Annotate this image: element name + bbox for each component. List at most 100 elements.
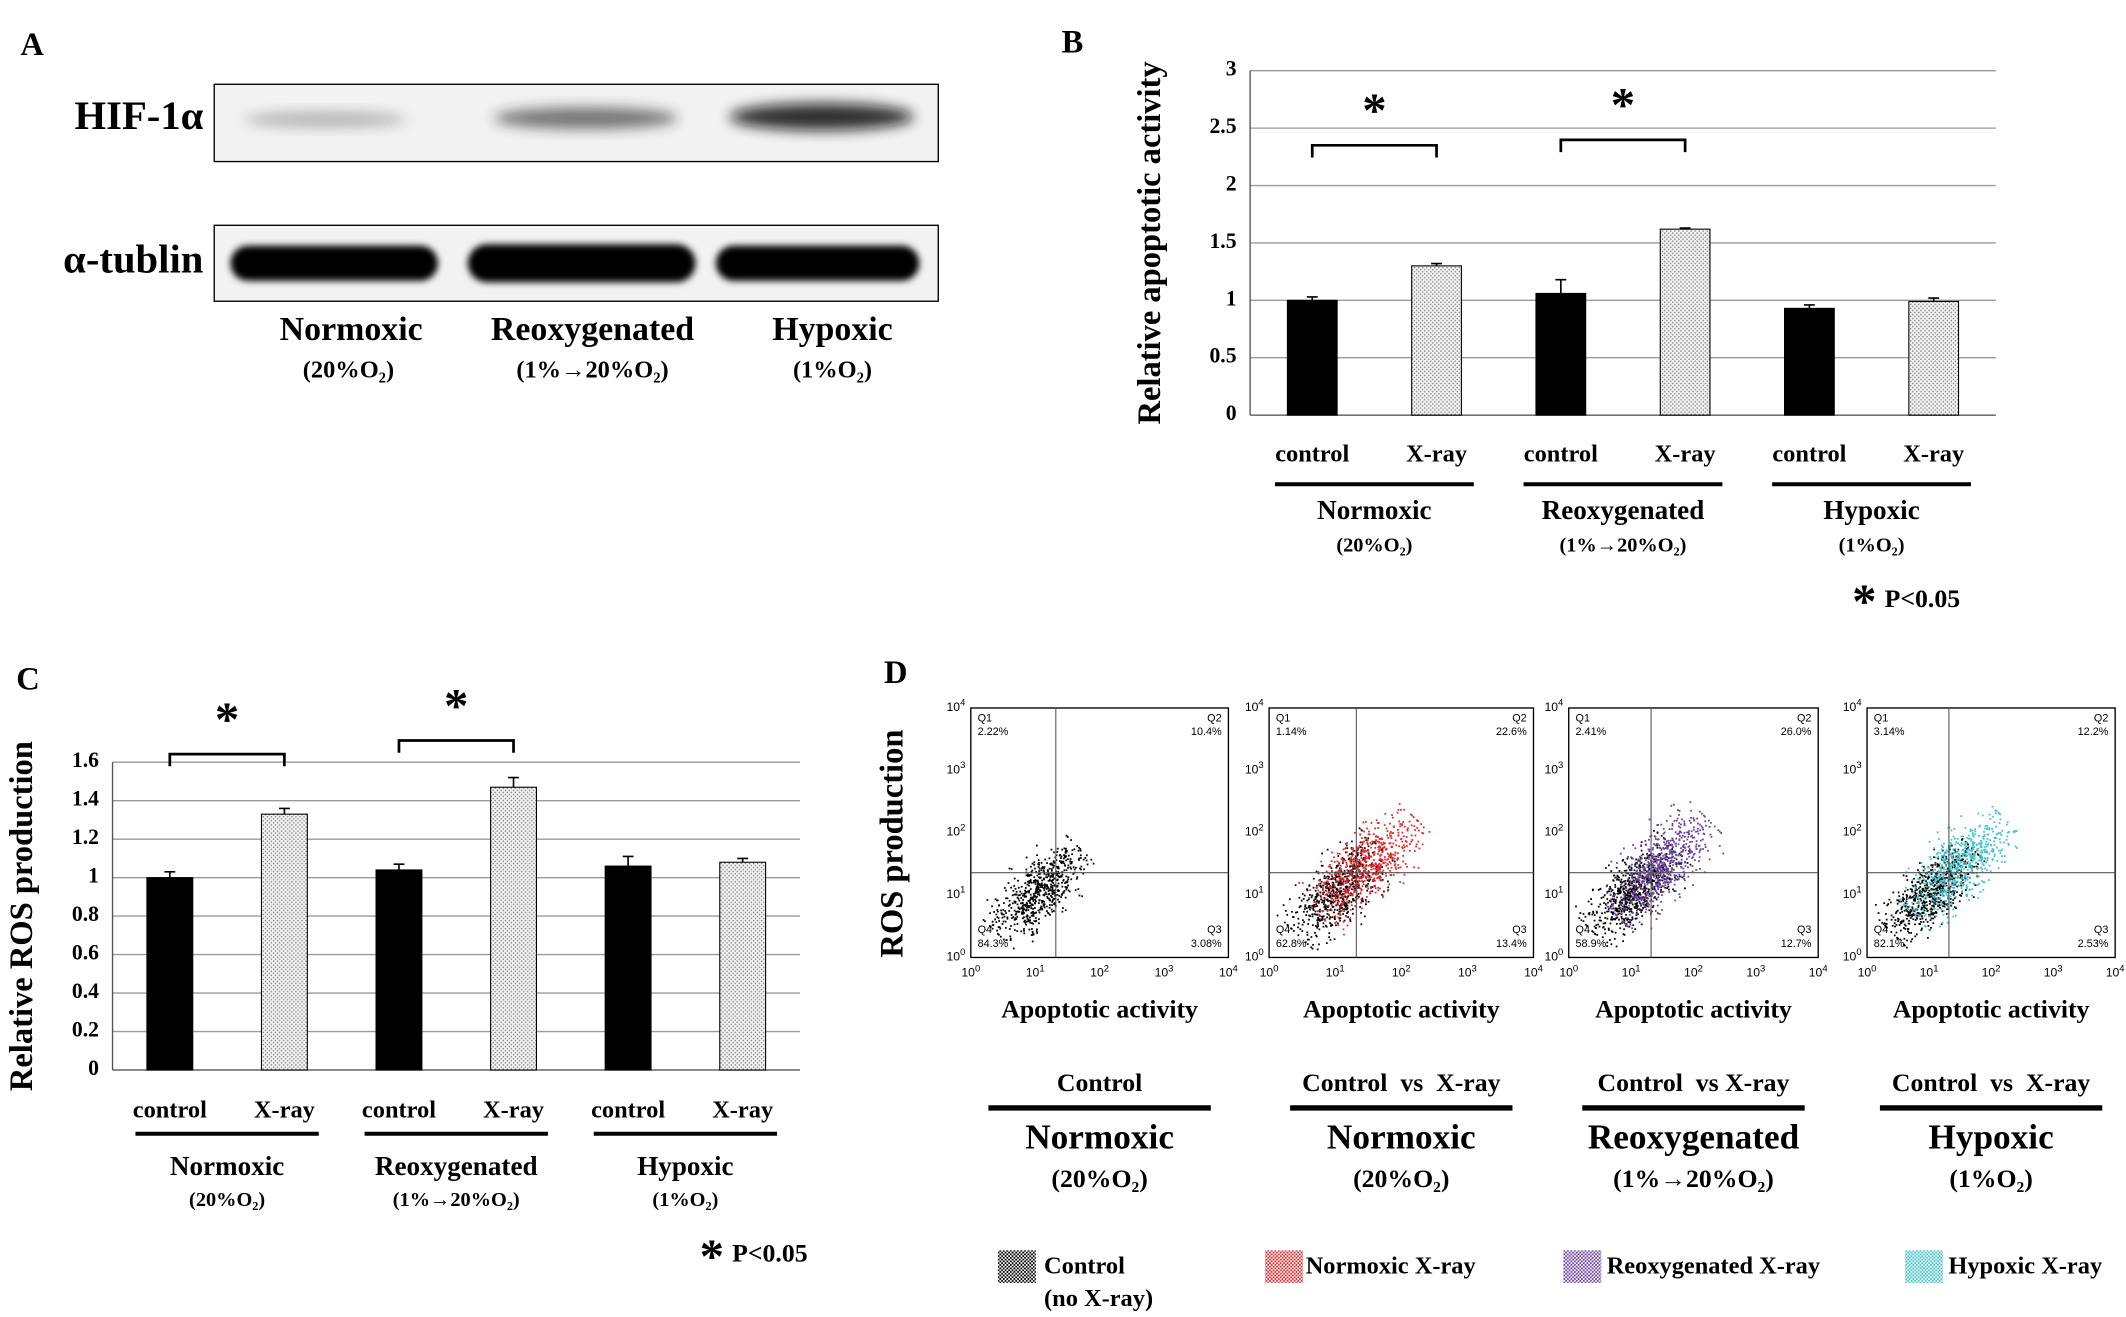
- cell-dot: [1657, 856, 1660, 859]
- cell-dot: [1297, 922, 1300, 925]
- cell-dot: [1931, 884, 1934, 887]
- cell-dot: [1421, 843, 1424, 846]
- cell-dot: [1633, 881, 1635, 884]
- cell-dot: [1660, 823, 1663, 826]
- cell-dot: [1909, 911, 1912, 914]
- cell-dot: [1667, 876, 1670, 879]
- cell-dot: [1361, 829, 1363, 832]
- cell-dot: [1624, 917, 1627, 920]
- cell-dot: [1981, 871, 1984, 873]
- cell-dot: [1623, 869, 1626, 872]
- cell-dot: [1967, 837, 1970, 840]
- tick-base: 10: [1858, 966, 1872, 980]
- cell-dot: [1633, 884, 1636, 887]
- cell-dot: [1034, 890, 1037, 893]
- cell-dot: [1925, 901, 1928, 903]
- cell-dot: [1321, 909, 1324, 912]
- cell-dot: [1684, 849, 1687, 852]
- cell-dot: [1960, 884, 1963, 887]
- cell-dot: [1919, 890, 1921, 892]
- cell-dot: [1983, 831, 1985, 833]
- quadrant-percent: 84.3%: [978, 938, 1009, 950]
- cell-dot: [1708, 825, 1711, 828]
- cell-dot: [1382, 896, 1384, 898]
- cell-dot: [1037, 883, 1039, 885]
- cell-dot: [1410, 840, 1413, 843]
- cell-dot: [1328, 917, 1331, 920]
- legend-note: (no X-ray): [1044, 1285, 1153, 1312]
- cell-dot: [1989, 870, 1992, 873]
- cell-dot: [1318, 900, 1320, 903]
- cell-dot: [1645, 859, 1647, 861]
- cell-dot: [1367, 882, 1370, 885]
- cell-dot: [1648, 903, 1650, 906]
- cell-dot: [1975, 861, 1978, 864]
- cell-dot: [1684, 887, 1686, 890]
- cell-dot: [1648, 848, 1651, 851]
- cell-dot: [1666, 869, 1669, 872]
- cell-dot: [1644, 884, 1647, 887]
- cell-dot: [1620, 902, 1622, 905]
- cell-dot: [1943, 859, 1945, 862]
- cell-dot: [1922, 901, 1925, 904]
- cell-dot: [1945, 900, 1948, 902]
- cell-dot: [1330, 897, 1333, 899]
- cell-dot: [1369, 878, 1372, 881]
- cell-dot: [1348, 872, 1351, 875]
- cell-dot: [1352, 850, 1355, 853]
- cell-dot: [1898, 895, 1901, 898]
- cell-dot: [1389, 856, 1392, 859]
- cell-dot: [1349, 909, 1352, 911]
- cell-dot: [1930, 889, 1933, 892]
- cell-dot: [1956, 880, 1959, 883]
- cell-dot: [1377, 848, 1380, 851]
- cell-dot: [1914, 914, 1917, 917]
- cell-dot: [1362, 874, 1365, 877]
- cell-dot: [1055, 854, 1058, 857]
- cell-dot: [1948, 865, 1951, 868]
- cell-dot: [1364, 850, 1367, 853]
- cell-dot: [1920, 874, 1923, 877]
- tick-base: 10: [947, 763, 961, 777]
- cell-dot: [1695, 845, 1697, 848]
- cell-dot: [1054, 893, 1057, 895]
- cell-dot: [1924, 884, 1926, 887]
- quadrant-percent: 82.1%: [1874, 938, 1905, 950]
- cell-dot: [1052, 897, 1055, 900]
- cell-dot: [1383, 856, 1386, 858]
- cell-dot: [1374, 840, 1377, 843]
- cell-dot: [1386, 830, 1389, 833]
- cell-dot: [1643, 898, 1646, 901]
- cell-dot: [1334, 922, 1337, 924]
- cell-dot: [2008, 831, 2011, 833]
- cell-dot: [1665, 840, 1668, 843]
- cell-dot: [1385, 864, 1388, 867]
- cell-dot: [1329, 895, 1332, 898]
- cell-dot: [1933, 880, 1936, 883]
- tick-exponent: 3: [1258, 759, 1263, 770]
- cell-dot: [1906, 888, 1909, 891]
- cell-dot: [1375, 870, 1378, 873]
- cell-dot: [1683, 878, 1686, 880]
- cell-dot: [1654, 844, 1657, 847]
- cell-dot: [1940, 904, 1943, 906]
- x-tick-label: 102: [1982, 963, 2001, 980]
- cell-dot: [1649, 881, 1652, 884]
- cell-dot: [1056, 885, 1059, 888]
- cell-dot: [1043, 887, 1046, 889]
- cell-dot: [1656, 831, 1659, 834]
- cell-dot: [1922, 907, 1925, 910]
- cell-dot: [1657, 876, 1659, 879]
- cell-dot: [1359, 892, 1362, 895]
- cell-dot: [1912, 902, 1915, 905]
- cell-dot: [1936, 853, 1938, 855]
- cell-dot: [1670, 843, 1673, 846]
- cell-dot: [1653, 868, 1656, 871]
- cell-dot: [1361, 848, 1364, 851]
- cell-dot: [1050, 883, 1052, 886]
- cell-dot: [1344, 842, 1347, 845]
- cell-dot: [1634, 872, 1637, 875]
- cell-dot: [1943, 861, 1946, 864]
- cell-dot: [1624, 922, 1626, 925]
- cell-dot: [1966, 851, 1969, 854]
